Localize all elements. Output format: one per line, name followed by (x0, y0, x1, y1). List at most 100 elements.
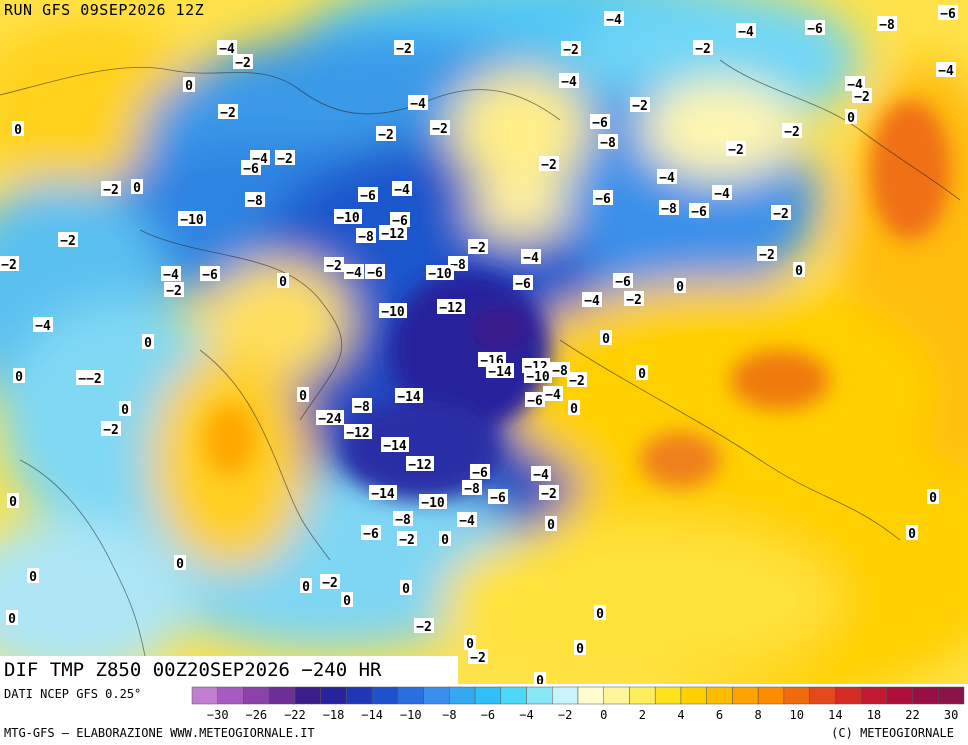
contour-label-text: −12 (439, 301, 462, 316)
contour-label-text: −4 (219, 42, 235, 57)
contour-label-text: −10 (336, 211, 360, 226)
contour-label: −2 (852, 88, 872, 105)
contour-label-text: −2 (541, 158, 557, 173)
contour-label: −2 (468, 239, 488, 256)
contour-label-text: 0 (402, 582, 410, 597)
contour-label-bg (6, 610, 18, 625)
contour-label-text: −6 (515, 277, 531, 292)
contour-label-text: −2 (60, 234, 76, 249)
scale-swatch (371, 686, 399, 705)
contour-label: 0 (600, 330, 612, 347)
contour-label-bg (142, 334, 154, 349)
contour-label: −12 (437, 299, 465, 316)
scale-tick-label: −14 (361, 708, 383, 722)
scale-tick-label: 2 (639, 708, 646, 722)
contour-label: 0 (119, 401, 131, 418)
contour-label: −6 (805, 20, 825, 37)
scale-swatch (860, 686, 888, 705)
contour-label-text: 0 (570, 402, 578, 417)
contour-label-text: −2 (399, 533, 415, 548)
footer: DATI NCEP GFS 0.25° −30 −26 −22 −18 −14 −10 −8… (0, 684, 968, 745)
contour-label: −8 (598, 134, 618, 151)
contour-label-bg (316, 410, 344, 425)
contour-label-bg (320, 574, 340, 589)
contour-label-text: 0 (576, 642, 584, 657)
contour-label-bg (406, 456, 434, 471)
contour-label-text: −14 (397, 390, 421, 405)
contour-label-text: −10 (381, 305, 405, 320)
contour-label: 0 (439, 531, 451, 548)
contour-label-bg (33, 317, 53, 332)
scale-swatch (346, 686, 373, 705)
contour-label-text: −8 (395, 513, 411, 528)
scale-swatch (629, 686, 656, 705)
contour-label-bg (657, 169, 677, 184)
contour-label: −12 (344, 424, 372, 441)
contour-label: 0 (7, 493, 19, 510)
contour-label: −4 (457, 512, 477, 529)
contour-label-text: −4 (938, 64, 954, 79)
scale-tick-label: −6 (481, 708, 495, 722)
coastlines (0, 59, 961, 684)
contour-label-text: −2 (784, 125, 800, 140)
isoline-labels: −4 −6−4 −6 −8−4−2−2 −2 −2−4−4 −4−20−4−2 −20−2−2… (0, 5, 958, 684)
contour-label-text: 0 (929, 491, 937, 506)
contour-label-bg (395, 388, 423, 403)
contour-label-bg (513, 275, 533, 290)
contour-label-text: −4 (459, 514, 475, 529)
contour-label-bg (365, 264, 385, 279)
contour-label-text: −8 (600, 136, 616, 151)
contour-label: −2 (101, 421, 121, 438)
contour-label-bg (805, 20, 825, 35)
contour-label: −8 (877, 16, 897, 33)
contour-label: 0 (906, 525, 918, 542)
contour-label-bg (297, 387, 309, 402)
contour-label: 0 (12, 121, 24, 138)
contour-label-text: 0 (596, 607, 604, 622)
contour-label-text: −12 (408, 458, 431, 473)
contour-label-bg (927, 489, 939, 504)
contour-label-bg (174, 555, 186, 570)
contour-label-bg (277, 273, 289, 288)
contour-label-bg (574, 640, 586, 655)
scale-swatch (500, 686, 527, 705)
contour-label-bg (344, 264, 364, 279)
contour-label: −6 (513, 275, 533, 292)
contour-label-text: 0 (9, 495, 17, 510)
scale-tick-label: −10 (400, 708, 422, 722)
scale-swatch (603, 686, 630, 705)
contour-label: −2 (218, 104, 238, 121)
contour-label-bg (393, 511, 413, 526)
contour-label: 0 (636, 365, 648, 382)
contour-label-text: −8 (661, 202, 677, 217)
contour-label-bg (568, 400, 580, 415)
contour-label-bg (712, 185, 732, 200)
contour-label-bg (457, 512, 477, 527)
contour-label-text: −2 (541, 487, 557, 502)
contour-label: −4 (392, 181, 412, 198)
scale-tick-label: 14 (828, 708, 842, 722)
contour-label: 0 (131, 179, 143, 196)
contour-label: −14 (381, 437, 409, 454)
scale-tick-label: −22 (284, 708, 306, 722)
scale-swatch (191, 686, 218, 705)
scale-tick-label: −4 (519, 708, 533, 722)
contour-label-text: −2 (277, 152, 293, 167)
contour-label: 0 (142, 334, 154, 351)
contour-label: −2 (757, 246, 777, 263)
contour-label-text: −2 (235, 56, 251, 71)
contour-label: −10 (426, 265, 454, 282)
contour-label-bg (341, 592, 353, 607)
contour-label-text: −6 (807, 22, 823, 37)
contour-label-bg (324, 257, 344, 272)
contour-label-bg (394, 40, 414, 55)
scale-swatch (577, 686, 604, 705)
contour-label: −2 (58, 232, 78, 249)
contour-label-bg (430, 120, 450, 135)
contour-label: −2 (567, 372, 587, 389)
contour-label-text: −6 (615, 275, 631, 290)
scale-tick-label: 30 (944, 708, 958, 722)
contour-label: −2 (324, 257, 344, 274)
contour-label: −14 (395, 388, 423, 405)
contour-label: −6 (358, 187, 378, 204)
